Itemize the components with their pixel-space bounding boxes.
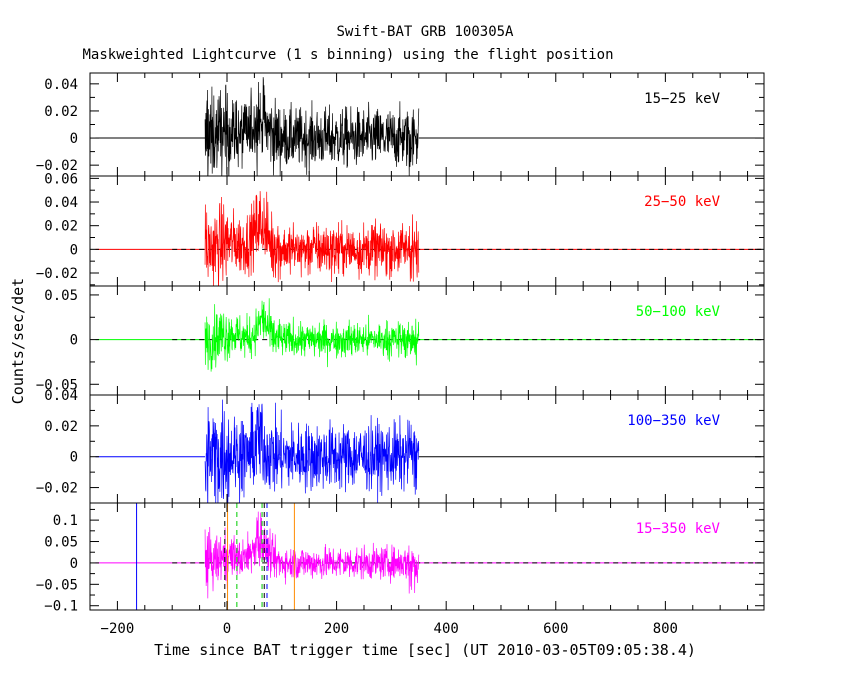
y-tick-label: 0.02 [44, 419, 78, 435]
y-tick-label: 0 [70, 556, 78, 572]
series-line [204, 511, 420, 599]
series-line [204, 399, 420, 503]
chart-title: Swift-BAT GRB 100305A [336, 24, 514, 40]
x-axis-label: Time since BAT trigger time [sec] (UT 20… [154, 641, 696, 659]
x-tick-label: −200 [101, 621, 135, 637]
panel-1: −0.02 0 0.02 0.04 15−25 keV [36, 72, 765, 177]
panel-5: −0.1 −0.05 0 0.05 0.1 15−350 keV [36, 502, 765, 615]
panel-frame [89, 72, 765, 177]
panel-label: 50−100 keV [636, 304, 721, 320]
panel-frame [89, 285, 765, 396]
y-tick-label: 0.05 [44, 535, 78, 551]
y-tick-label: 0.05 [44, 288, 78, 304]
y-tick-label: 0 [70, 131, 78, 147]
panel-3: −0.05 0 0.05 50−100 keV [36, 285, 765, 396]
panel-frame [89, 502, 765, 611]
panel-label: 15−350 keV [636, 521, 721, 537]
panel-4: −0.02 0 0.02 0.04 100−350 keV [36, 388, 765, 504]
panel-label: 15−25 keV [644, 91, 720, 107]
y-tick-label: −0.02 [36, 481, 78, 497]
y-tick-label: 0 [70, 242, 78, 258]
x-tick-label: 800 [653, 621, 678, 637]
x-tick-label: 400 [434, 621, 459, 637]
y-axis-label: Counts/sec/det [9, 278, 27, 404]
y-tick-label: −0.05 [36, 377, 78, 393]
series-line [204, 191, 420, 286]
y-tick-label: −0.1 [44, 599, 78, 615]
chart-subtitle: Maskweighted Lightcurve (1 s binning) us… [82, 47, 613, 63]
y-tick-label: 0.04 [44, 195, 78, 211]
panel-frame [89, 175, 765, 287]
y-tick-label: −0.05 [36, 577, 78, 593]
x-tick-label: 600 [543, 621, 568, 637]
series-line [204, 298, 420, 372]
panel-frame [89, 394, 765, 504]
y-tick-label: 0 [70, 450, 78, 466]
x-tick-label: 0 [223, 621, 231, 637]
panels: −0.02 0 0.02 0.04 15−25 keV −0.02 0 0.02 0.04 0.0… [36, 72, 765, 615]
panel-label: 100−350 keV [627, 413, 720, 429]
y-tick-label: −0.02 [36, 158, 78, 174]
y-tick-label: −0.02 [36, 266, 78, 282]
y-tick-label: 0.06 [44, 171, 78, 187]
y-tick-label: 0.04 [44, 77, 78, 93]
y-tick-label: 0.02 [44, 219, 78, 235]
x-tick-labels: −200 0 200 400 600 800 [101, 621, 678, 637]
y-tick-label: 0.1 [53, 513, 78, 529]
y-tick-label: 0.02 [44, 104, 78, 120]
y-tick-label: 0.04 [44, 388, 78, 404]
x-tick-label: 200 [324, 621, 349, 637]
y-tick-label: 0 [70, 333, 78, 349]
series-line [204, 77, 420, 176]
panel-2: −0.02 0 0.02 0.04 0.06 25−50 keV [36, 171, 765, 287]
panel-label: 25−50 keV [644, 194, 720, 210]
